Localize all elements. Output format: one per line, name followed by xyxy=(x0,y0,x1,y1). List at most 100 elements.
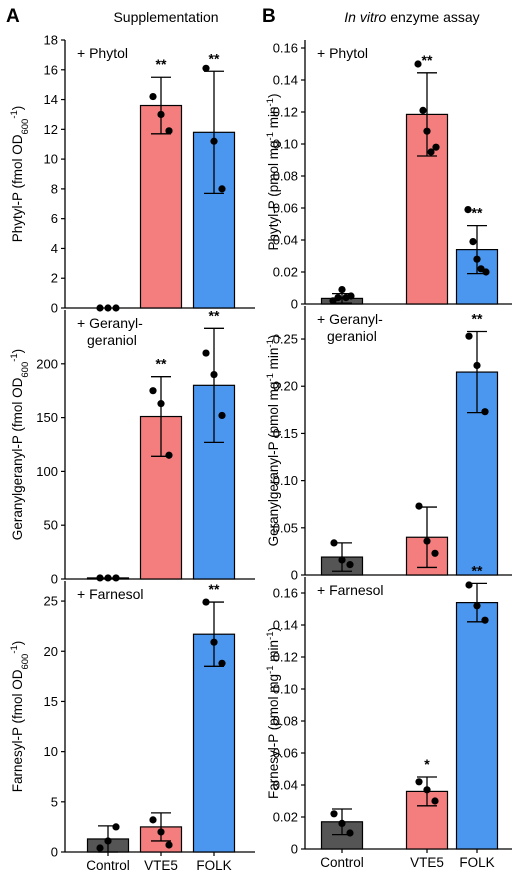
data-point-folk xyxy=(210,370,218,379)
y-tick-label: 0.04 xyxy=(273,778,298,793)
y-tick-label: 200 xyxy=(36,356,58,371)
data-point-vte5 xyxy=(415,778,423,786)
chart-b1: 0 0.02 0.04 0.06 0.08 0.10 0.12 0.14 0.16 Phytyl-… xyxy=(265,40,512,312)
significance-marker: ** xyxy=(156,356,167,372)
data-point-control xyxy=(112,823,120,831)
panel-letter-a: A xyxy=(6,6,20,27)
y-label-tail2: ) xyxy=(266,94,281,99)
y-label-tail2: ) xyxy=(266,627,281,632)
data-point-control xyxy=(96,574,104,582)
data-point-vte5 xyxy=(165,451,173,459)
data-point-folk xyxy=(481,616,489,624)
y-tick-label: 10 xyxy=(44,152,58,167)
significance-marker: ** xyxy=(209,581,220,597)
y-tick-label: 0.04 xyxy=(273,233,298,248)
y-label-tail: min xyxy=(266,640,281,666)
data-point-control xyxy=(96,844,104,852)
y-tick-label: 0 xyxy=(51,301,58,316)
data-point-vte5 xyxy=(423,786,431,794)
x-tick-label: VTE5 xyxy=(410,855,444,870)
chart-a1: 0 2 4 6 8 10 12 14 16 18 Phytyl-P (fmol OD600-1) + … xyxy=(9,33,255,316)
data-point-control xyxy=(346,561,354,569)
annotation-text: + Farnesol xyxy=(317,582,384,598)
y-label-base: Farnesyl-P (fmol OD xyxy=(10,669,25,792)
y-axis-label: Farnesyl-P (pmol mg-1 min-1) xyxy=(265,627,282,799)
data-point-vte5 xyxy=(423,127,431,135)
data-point-folk xyxy=(218,659,226,667)
y-tick-label: 0 xyxy=(291,297,298,312)
y-tick-label: 12 xyxy=(44,122,58,137)
y-tick-label: 20 xyxy=(44,644,58,659)
data-point-vte5 xyxy=(419,106,427,114)
panel-heading-b-italic: In vitro xyxy=(344,9,386,25)
y-label-base: Phytyl-P (pmol mg xyxy=(266,140,281,250)
y-label-tail: ) xyxy=(10,641,25,646)
y-label-sup2: -1 xyxy=(265,632,276,640)
y-tick-label: 0 xyxy=(51,572,58,587)
panel-heading-b: In vitro enzyme assay xyxy=(344,9,479,25)
data-point-vte5 xyxy=(431,797,439,805)
data-point-folk xyxy=(210,638,218,646)
data-point-vte5 xyxy=(415,502,423,510)
data-point-control xyxy=(338,556,346,564)
y-tick-label: 0.10 xyxy=(273,473,298,488)
y-tick-label: 0.08 xyxy=(273,714,298,729)
y-tick-label: 0 xyxy=(51,845,58,860)
annotation-text: + Farnesol xyxy=(77,586,144,602)
y-tick-label: 14 xyxy=(44,92,58,107)
chart-a2: 0 50 100 150 200 Geranylgeranyl-P (fmol OD600… xyxy=(9,307,255,587)
data-point-control xyxy=(347,292,355,300)
x-tick-label: Control xyxy=(320,855,364,870)
annotation-text-cont: geraniol xyxy=(87,332,137,348)
data-point-control xyxy=(334,294,342,302)
data-point-folk xyxy=(465,332,473,340)
y-label-tail2: ) xyxy=(266,335,281,340)
y-label-base: Phytyl-P (fmol OD xyxy=(10,134,25,242)
y-axis-label: Geranylgeranyl-P (fmol OD600-1) xyxy=(9,349,31,540)
data-point-vte5 xyxy=(149,816,157,824)
y-tick-label: 18 xyxy=(44,33,58,48)
y-label-sub: 600 xyxy=(20,654,31,670)
y-label-sub: 600 xyxy=(20,119,31,135)
panel-heading-a: Supplementation xyxy=(113,9,218,25)
y-tick-label: 6 xyxy=(51,211,58,226)
data-point-control xyxy=(112,574,120,582)
data-point-folk xyxy=(469,238,477,246)
data-point-folk xyxy=(210,137,218,145)
y-tick-label: 4 xyxy=(51,241,58,256)
data-point-control xyxy=(96,304,104,312)
y-label-tail: ) xyxy=(10,349,25,354)
annotation-text-cont: geraniol xyxy=(327,328,377,344)
chart-a3: 0 5 10 15 20 25 Farnesyl-P (fmol OD600-1) + Far… xyxy=(9,581,255,873)
significance-marker: ** xyxy=(209,307,220,323)
data-point-folk xyxy=(202,598,210,606)
y-axis-label: Phytyl-P (pmol mg-1 min-1) xyxy=(265,94,282,251)
y-label-tail: ) xyxy=(10,106,25,111)
y-tick-label: 0.14 xyxy=(273,618,298,633)
data-point-folk xyxy=(464,206,472,214)
data-point-vte5 xyxy=(165,841,173,849)
y-label-sup: -1 xyxy=(265,665,276,673)
data-point-control xyxy=(112,304,120,312)
y-label-sup: -1 xyxy=(9,353,20,361)
data-point-folk xyxy=(481,408,489,416)
data-point-folk xyxy=(202,64,210,72)
data-point-vte5 xyxy=(149,92,157,101)
y-tick-label: 10 xyxy=(44,744,58,759)
bar-folk xyxy=(455,601,499,850)
data-point-vte5 xyxy=(157,400,165,408)
data-point-vte5 xyxy=(157,110,165,119)
data-point-vte5 xyxy=(427,148,435,156)
y-tick-label: 0.12 xyxy=(273,650,298,665)
data-point-folk xyxy=(473,255,481,263)
y-label-sup: -1 xyxy=(9,110,20,118)
y-label-sup2: -1 xyxy=(265,339,276,347)
significance-marker: ** xyxy=(209,50,220,66)
data-point-folk xyxy=(202,349,210,357)
y-axis-label: Farnesyl-P (fmol OD600-1) xyxy=(9,641,31,793)
y-tick-label: 0.16 xyxy=(273,586,298,601)
data-point-vte5 xyxy=(414,60,422,68)
